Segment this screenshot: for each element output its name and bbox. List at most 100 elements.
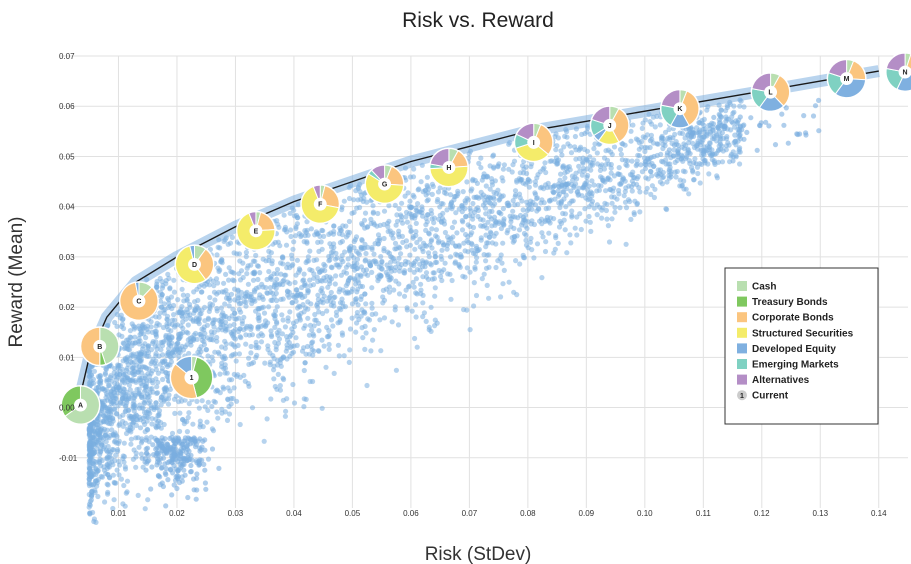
portfolio-point — [520, 217, 527, 223]
portfolio-point — [326, 258, 332, 264]
portfolio-point — [464, 179, 470, 185]
portfolio-pie-m[interactable]: M — [826, 58, 867, 99]
portfolio-point — [637, 189, 643, 195]
portfolio-point — [274, 319, 280, 325]
portfolio-point — [581, 184, 587, 190]
portfolio-point — [517, 261, 523, 267]
portfolio-point — [281, 376, 287, 383]
portfolio-point — [228, 401, 234, 407]
portfolio-point — [712, 151, 718, 157]
portfolio-point — [95, 493, 101, 500]
portfolio-point — [381, 248, 387, 254]
portfolio-point — [245, 293, 251, 299]
portfolio-point — [158, 304, 164, 310]
portfolio-point — [110, 505, 116, 512]
portfolio-point — [281, 227, 287, 233]
portfolio-pie-d[interactable]: D — [174, 244, 215, 285]
portfolio-point — [155, 370, 161, 376]
portfolio-point — [272, 324, 278, 330]
legend-item-alternatives: Alternatives — [737, 374, 810, 386]
portfolio-point — [275, 362, 281, 368]
portfolio-point — [588, 228, 594, 234]
portfolio-point — [212, 297, 218, 303]
portfolio-pie-i[interactable]: I — [513, 122, 554, 163]
y-tick-label: 0.03 — [59, 253, 75, 262]
portfolio-point — [161, 339, 167, 345]
portfolio-point — [331, 370, 337, 376]
portfolio-point — [274, 304, 280, 310]
portfolio-point — [664, 179, 670, 185]
portfolio-point — [431, 270, 437, 276]
current-portfolio-pie[interactable]: 1 — [169, 355, 214, 400]
portfolio-point — [351, 255, 357, 261]
portfolio-point — [210, 278, 216, 284]
portfolio-point — [230, 342, 236, 348]
portfolio-point — [362, 225, 368, 231]
portfolio-point — [629, 172, 635, 178]
portfolio-pie-n[interactable]: N — [885, 52, 911, 93]
portfolio-point — [141, 364, 147, 370]
portfolio-point — [233, 358, 239, 364]
portfolio-pie-l[interactable]: L — [750, 72, 791, 113]
portfolio-point — [231, 371, 237, 377]
portfolio-point — [519, 198, 525, 204]
portfolio-point — [122, 409, 128, 415]
portfolio-point — [127, 328, 133, 334]
portfolio-point — [642, 117, 648, 123]
portfolio-pie-a[interactable]: A — [60, 385, 101, 426]
portfolio-point — [202, 467, 208, 473]
portfolio-point — [460, 219, 466, 225]
portfolio-point — [138, 351, 144, 357]
portfolio-pie-h[interactable]: H — [428, 147, 469, 188]
portfolio-pie-c[interactable]: C — [118, 281, 159, 322]
portfolio-point — [562, 227, 568, 233]
portfolio-point — [538, 216, 545, 222]
portfolio-point — [572, 144, 578, 150]
portfolio-pie-k[interactable]: K — [659, 88, 700, 129]
portfolio-point — [670, 135, 676, 141]
portfolio-point — [307, 378, 313, 385]
portfolio-point — [340, 223, 346, 229]
portfolio-pie-g[interactable]: G — [364, 164, 405, 205]
pie-slice-corporate — [170, 363, 198, 399]
legend-box — [724, 267, 879, 425]
portfolio-point — [486, 252, 492, 258]
portfolio-point — [447, 254, 454, 260]
portfolio-pie-j[interactable]: J — [589, 105, 630, 146]
portfolio-point — [706, 171, 712, 177]
portfolio-point — [202, 330, 208, 337]
portfolio-point — [418, 179, 424, 185]
portfolio-point — [223, 295, 230, 301]
legend-label: Developed Equity — [752, 344, 836, 355]
portfolio-point — [353, 234, 360, 240]
portfolio-point — [432, 317, 438, 323]
portfolio-pie-b[interactable]: B — [79, 326, 120, 367]
portfolio-point — [203, 347, 210, 353]
portfolio-point — [496, 192, 502, 198]
portfolio-point — [406, 211, 413, 217]
portfolio-point — [411, 194, 417, 200]
portfolio-point — [478, 155, 484, 161]
portfolio-point — [407, 205, 413, 211]
portfolio-point — [564, 181, 570, 187]
portfolio-point — [330, 323, 336, 329]
portfolio-pie-e[interactable]: E — [235, 210, 276, 251]
portfolio-point — [611, 144, 618, 150]
portfolio-point — [319, 337, 325, 343]
portfolio-point — [493, 264, 499, 271]
portfolio-point — [268, 328, 274, 334]
portfolio-point — [521, 166, 527, 172]
portfolio-point — [100, 386, 106, 392]
portfolio-point — [501, 267, 507, 273]
portfolio-point — [357, 189, 363, 195]
portfolio-pie-f[interactable]: F — [300, 184, 341, 225]
portfolio-point — [398, 217, 404, 223]
portfolio-point — [434, 234, 440, 240]
portfolio-point — [444, 246, 450, 252]
portfolio-point — [175, 310, 181, 316]
pie-label: G — [382, 182, 388, 189]
portfolio-point — [264, 416, 270, 422]
portfolio-point — [420, 260, 426, 266]
portfolio-point — [252, 258, 258, 264]
portfolio-point — [199, 398, 205, 404]
